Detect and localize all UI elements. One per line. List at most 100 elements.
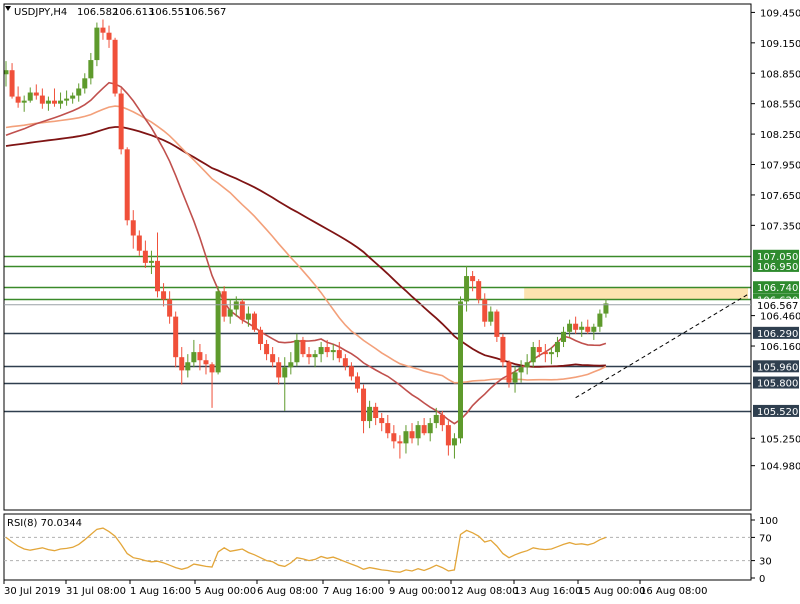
- candle-body: [130, 220, 136, 236]
- candle-body: [530, 347, 536, 363]
- candle-body: [9, 70, 15, 97]
- candle: [215, 286, 221, 375]
- time-tick-label: 6 Aug 08:00: [257, 586, 318, 597]
- candle-body: [397, 441, 403, 444]
- candle-body: [482, 299, 488, 322]
- candle-body: [239, 301, 245, 320]
- candle-body: [500, 336, 506, 363]
- candle-body: [258, 329, 264, 344]
- candle-body: [554, 341, 560, 353]
- candle: [427, 418, 433, 442]
- candle: [155, 232, 160, 298]
- candle-body: [330, 350, 336, 353]
- collapse-triangle-icon[interactable]: [5, 6, 11, 11]
- candle-body: [318, 347, 324, 355]
- candle: [476, 279, 482, 304]
- candle: [264, 339, 270, 361]
- candle-body: [415, 425, 421, 439]
- level-price-badge: [753, 259, 799, 272]
- ma-mid-line: [5, 105, 607, 384]
- candle-body: [173, 316, 179, 358]
- current-price-label: 106.567: [757, 301, 798, 312]
- candle-body: [233, 301, 239, 310]
- candle-body: [100, 27, 106, 33]
- candle: [385, 414, 391, 439]
- candle-body: [591, 326, 597, 332]
- candle-body: [439, 414, 445, 426]
- candle-body: [161, 291, 167, 300]
- candle: [470, 270, 476, 292]
- candle: [518, 360, 524, 383]
- candle-body: [106, 32, 112, 40]
- candle-body: [203, 360, 209, 365]
- candle: [58, 92, 64, 109]
- level-price-label: 106.290: [757, 329, 798, 340]
- candle-body: [142, 250, 148, 263]
- candle: [70, 92, 76, 104]
- candle: [585, 319, 591, 334]
- candle: [603, 299, 609, 318]
- candle: [500, 333, 506, 368]
- candle: [397, 435, 403, 459]
- candle-body: [373, 406, 379, 419]
- candle-body: [409, 431, 415, 439]
- horizontal-levels-layer: [4, 255, 751, 413]
- candle: [439, 410, 445, 432]
- candle: [15, 86, 21, 108]
- candle: [64, 90, 70, 106]
- candle: [542, 343, 548, 363]
- candle-body: [185, 362, 191, 371]
- candle-body: [603, 303, 609, 314]
- time-tick-label: 30 Jul 2019: [4, 586, 61, 597]
- candle: [39, 88, 45, 109]
- candle-body: [542, 352, 548, 355]
- candle-body: [21, 100, 27, 103]
- candle: [464, 265, 470, 312]
- rsi-tick-label: 70: [759, 533, 772, 544]
- candle: [342, 354, 348, 371]
- candle-body: [451, 438, 457, 446]
- candle-body: [433, 414, 439, 424]
- candle: [21, 95, 27, 112]
- candle-body: [391, 433, 397, 442]
- candle-body: [215, 291, 221, 373]
- candle-body: [300, 339, 306, 355]
- candle-body: [264, 343, 270, 355]
- price-tick-label: 109.150: [760, 39, 800, 50]
- candle: [197, 343, 203, 371]
- candle: [488, 306, 494, 326]
- candle-body: [82, 78, 88, 89]
- candle-body: [112, 39, 118, 94]
- candle: [270, 347, 276, 368]
- candle-body: [197, 352, 203, 361]
- candle: [373, 402, 379, 426]
- time-tick-label: 12 Aug 08:00: [451, 586, 518, 597]
- candle-body: [245, 313, 251, 320]
- candle: [458, 296, 463, 444]
- candle-body: [251, 313, 257, 330]
- candle-body: [270, 354, 276, 363]
- chart-header: USDJPY,H4 106.582 106.613 106.551 106.56…: [5, 6, 226, 18]
- trendline-layer: [575, 293, 749, 399]
- moving-averages-layer: [5, 81, 607, 425]
- candle: [300, 336, 306, 358]
- time-tick-label: 13 Aug 16:00: [514, 586, 581, 597]
- current-price-badge: [753, 298, 799, 311]
- candle-body: [458, 301, 463, 439]
- candle: [94, 22, 100, 67]
- candle: [306, 347, 312, 365]
- candle: [82, 73, 88, 94]
- support-trendline: [575, 293, 749, 399]
- candle: [245, 306, 251, 327]
- candle: [554, 336, 560, 358]
- ohlc-close: 106.567: [185, 7, 226, 18]
- rsi-tick-label: 100: [759, 516, 778, 527]
- ohlc-low: 106.551: [149, 7, 190, 18]
- candle-body: [518, 367, 524, 373]
- candle: [251, 311, 257, 332]
- time-tick-label: 9 Aug 00:00: [389, 586, 450, 597]
- candle-body: [306, 354, 312, 358]
- time-tick-label: 16 Aug 08:00: [640, 586, 707, 597]
- level-price-label: 105.960: [757, 362, 798, 373]
